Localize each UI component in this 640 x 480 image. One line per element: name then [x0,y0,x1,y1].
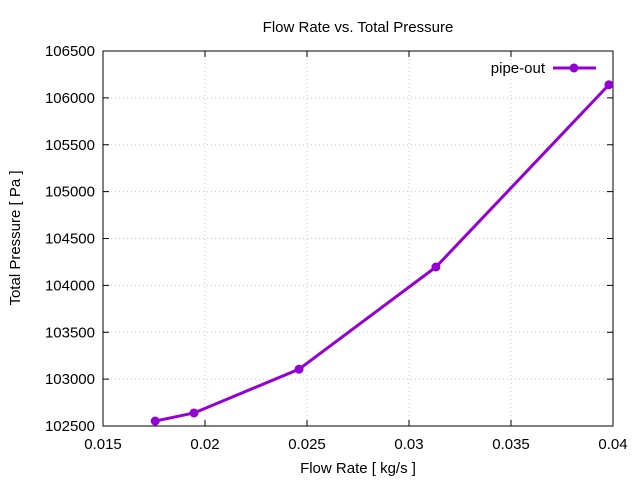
legend-label: pipe-out [491,60,546,77]
y-tick-label: 106000 [45,90,95,107]
chart-title: Flow Rate vs. Total Pressure [263,19,454,36]
legend-marker [569,63,579,73]
y-tick-label: 102500 [45,418,95,435]
y-tick-label: 105000 [45,184,95,201]
y-tick-label: 104500 [45,231,95,248]
x-tick-label: 0.015 [84,436,122,453]
y-tick-label: 103500 [45,324,95,341]
data-point [189,408,199,418]
series [150,80,614,426]
plot-frame [102,50,614,427]
y-tick-label: 106500 [45,43,95,60]
x-tick-label: 0.03 [394,436,423,453]
y-tick-label: 104000 [45,277,95,294]
x-tick-label: 0.035 [492,436,530,453]
series-line-pipe-out [154,83,611,423]
data-point [150,416,160,426]
y-tick-label: 105500 [45,137,95,154]
data-point [604,80,614,90]
y-tick-label: 103000 [45,371,95,388]
x-tick-label: 0.02 [190,436,219,453]
grid [103,51,613,426]
data-point [431,262,441,272]
x-tick-label: 0.04 [598,436,627,453]
legend: pipe-out [491,60,596,77]
x-tick-label: 0.025 [288,436,326,453]
x-axis-label: Flow Rate [ kg/s ] [300,460,416,477]
data-point [294,364,304,374]
y-axis-label: Total Pressure [ Pa ] [7,170,24,305]
ticks: 0.015 0.02 0.025 0.03 0.035 0.04 102500 103000 1… [45,43,628,453]
